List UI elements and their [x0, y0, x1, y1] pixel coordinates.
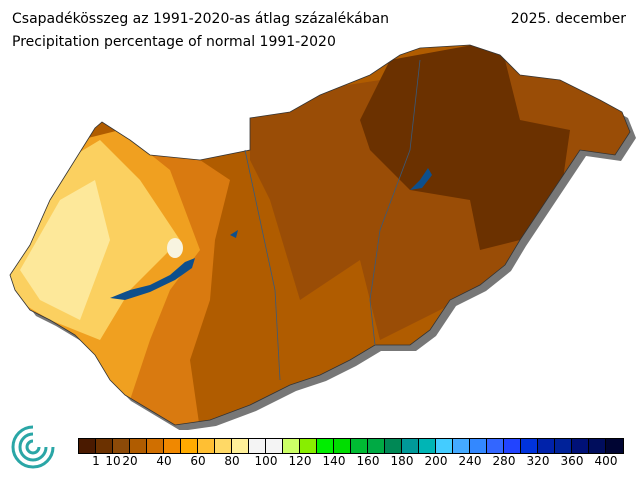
legend-tick-label: 180 [390, 454, 414, 468]
legend-swatch [368, 439, 385, 453]
legend-swatch [351, 439, 368, 453]
legend-swatch [113, 439, 130, 453]
legend-tick-label: 160 [356, 454, 380, 468]
legend-tick-label: 120 [288, 454, 312, 468]
legend-swatch [555, 439, 572, 453]
period-label: 2025. december [510, 11, 626, 27]
legend-tick-label: 240 [458, 454, 482, 468]
region-white-spot [167, 238, 183, 258]
legend-swatch [436, 439, 453, 453]
logo-spiral-icon [11, 425, 55, 469]
legend-tick-label: 200 [424, 454, 448, 468]
legend-swatch [249, 439, 266, 453]
legend-swatch [504, 439, 521, 453]
legend-swatch [181, 439, 198, 453]
legend-swatch [487, 439, 504, 453]
legend-swatch [198, 439, 215, 453]
legend-swatch [317, 439, 334, 453]
country-border [9, 44, 631, 426]
legend-swatch [572, 439, 589, 453]
legend-swatch [419, 439, 436, 453]
legend-swatch [130, 439, 147, 453]
title-hungarian: Csapadékösszeg az 1991-2020-as átlag szá… [12, 11, 390, 27]
legend-tick-label: 1 [92, 454, 100, 468]
legend-swatch [164, 439, 181, 453]
region-pale [20, 180, 110, 320]
legend-swatch [589, 439, 606, 453]
lake-balaton [110, 258, 195, 300]
river-danube [244, 149, 281, 381]
legend-swatch [283, 439, 300, 453]
legend-swatch [266, 439, 283, 453]
legend-swatch [521, 439, 538, 453]
legend-tick-label: 140 [322, 454, 346, 468]
precipitation-map [9, 44, 636, 430]
region-darkest [360, 45, 570, 250]
legend-tick-label: 280 [492, 454, 516, 468]
legend-swatch [453, 439, 470, 453]
legend-tick-label: 400 [594, 454, 618, 468]
legend-tick-label: 320 [526, 454, 550, 468]
legend-swatch [385, 439, 402, 453]
lake-velence [230, 230, 238, 238]
lake-tisza [410, 168, 432, 190]
legend-tick-label: 20 [122, 454, 138, 468]
legend-swatch [232, 439, 249, 453]
legend-tick-label: 60 [190, 454, 206, 468]
legend-swatch [402, 439, 419, 453]
legend-tick-label: 10 [105, 454, 121, 468]
legend-tick-label: 100 [254, 454, 278, 468]
legend-swatch [470, 439, 487, 453]
legend-swatch [300, 439, 317, 453]
legend-tick-label: 40 [156, 454, 172, 468]
legend-tick-label: 360 [560, 454, 584, 468]
legend-swatch [334, 439, 351, 453]
legend-swatch [606, 439, 623, 453]
river-tisza [369, 59, 421, 346]
color-legend [78, 438, 624, 454]
legend-ticks: 1 10 20 40 60 80 100 120 140 160 180 200 240 280 320 36… [78, 454, 624, 470]
legend-swatch [79, 439, 96, 453]
legend-swatch [215, 439, 232, 453]
title-english: Precipitation percentage of normal 1991-… [12, 34, 336, 50]
legend-swatch [96, 439, 113, 453]
legend-swatch [147, 439, 164, 453]
legend-tick-label: 80 [224, 454, 240, 468]
legend-swatch [538, 439, 555, 453]
